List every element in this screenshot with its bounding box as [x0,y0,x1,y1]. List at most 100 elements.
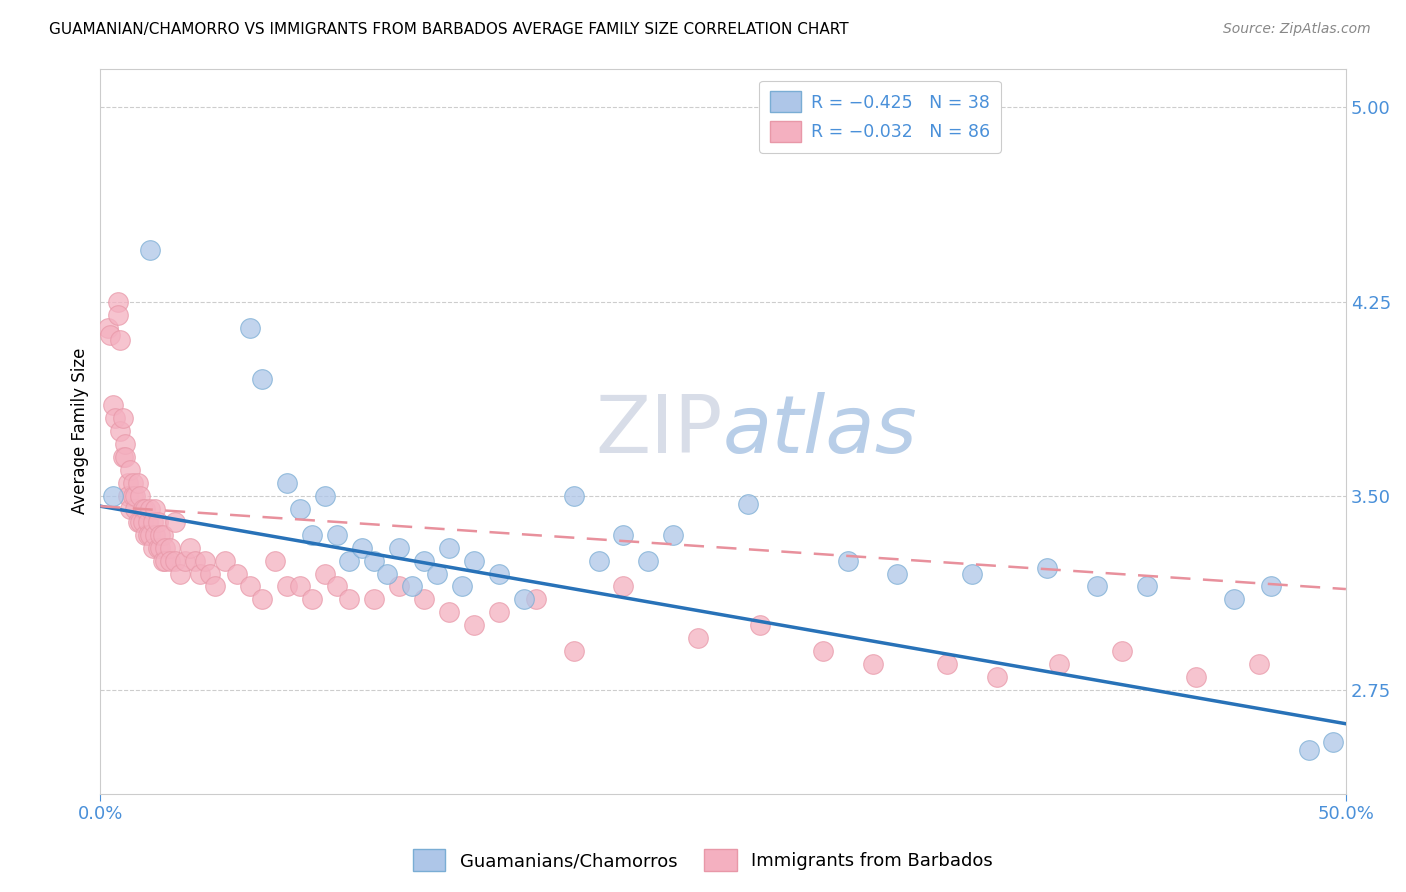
Point [143,527,166,541]
Point [288,501,311,516]
Point [146,515,169,529]
Point [301,527,323,541]
Point [413,553,436,567]
Point [179,541,201,555]
Point [252,372,274,386]
Point [1047,657,1070,672]
Point [662,527,685,541]
Point [1111,644,1133,658]
Point [588,553,610,567]
Point [1298,742,1320,756]
Point [339,592,361,607]
Point [301,592,323,607]
Point [1085,579,1108,593]
Point [350,541,373,555]
Point [149,541,172,555]
Point [886,566,908,581]
Point [314,489,336,503]
Point [146,541,169,555]
Point [134,501,156,516]
Point [98,328,121,343]
Point [110,424,132,438]
Point [111,411,134,425]
Point [463,553,485,567]
Point [437,541,460,555]
Point [214,553,236,567]
Point [401,579,423,593]
Point [524,592,547,607]
Point [562,489,585,503]
Point [1247,657,1270,672]
Text: GUAMANIAN/CHAMORRO VS IMMIGRANTS FROM BARBADOS AVERAGE FAMILY SIZE CORRELATION C: GUAMANIAN/CHAMORRO VS IMMIGRANTS FROM BA… [49,22,849,37]
Point [136,527,159,541]
Point [152,527,174,541]
Point [188,566,211,581]
Point [121,489,143,503]
Point [124,489,146,503]
Point [1260,579,1282,593]
Point [131,501,153,516]
Point [184,553,207,567]
Point [1036,561,1059,575]
Point [117,475,139,490]
Point [97,320,120,334]
Point [134,527,156,541]
Point [129,515,152,529]
Point [111,450,134,464]
Point [363,592,385,607]
Point [226,566,249,581]
Point [131,515,153,529]
Point [960,566,983,581]
Y-axis label: Average Family Size: Average Family Size [72,348,89,515]
Point [450,579,472,593]
Point [194,553,217,567]
Text: atlas: atlas [723,392,918,470]
Point [862,657,884,672]
Point [139,501,162,516]
Point [837,553,859,567]
Point [239,320,262,334]
Point [513,592,536,607]
Point [120,463,142,477]
Point [114,437,136,451]
Point [612,527,634,541]
Point [159,553,181,567]
Point [107,308,129,322]
Point [129,489,152,503]
Legend: Guamanians/Chamorros, Immigrants from Barbados: Guamanians/Chamorros, Immigrants from Ba… [405,842,1001,879]
Point [326,527,349,541]
Point [110,334,132,348]
Point [124,501,146,516]
Point [174,553,197,567]
Point [139,243,162,257]
Point [811,644,834,658]
Point [165,515,187,529]
Point [288,579,311,593]
Point [413,592,436,607]
Point [107,294,129,309]
Point [339,553,361,567]
Point [139,527,162,541]
Point [1185,670,1208,684]
Point [121,475,143,490]
Point [363,553,385,567]
Point [388,541,411,555]
Point [149,527,172,541]
Point [252,592,274,607]
Point [1136,579,1159,593]
Point [169,566,191,581]
Point [198,566,221,581]
Point [127,475,149,490]
Point [101,398,124,412]
Point [326,579,349,593]
Point [688,632,710,646]
Point [1322,735,1344,749]
Text: Source: ZipAtlas.com: Source: ZipAtlas.com [1223,22,1371,37]
Point [165,553,187,567]
Point [152,553,174,567]
Legend: R = −0.425   N = 38, R = −0.032   N = 86: R = −0.425 N = 38, R = −0.032 N = 86 [759,81,1001,153]
Point [388,579,411,593]
Point [986,670,1008,684]
Point [276,579,298,593]
Point [488,566,510,581]
